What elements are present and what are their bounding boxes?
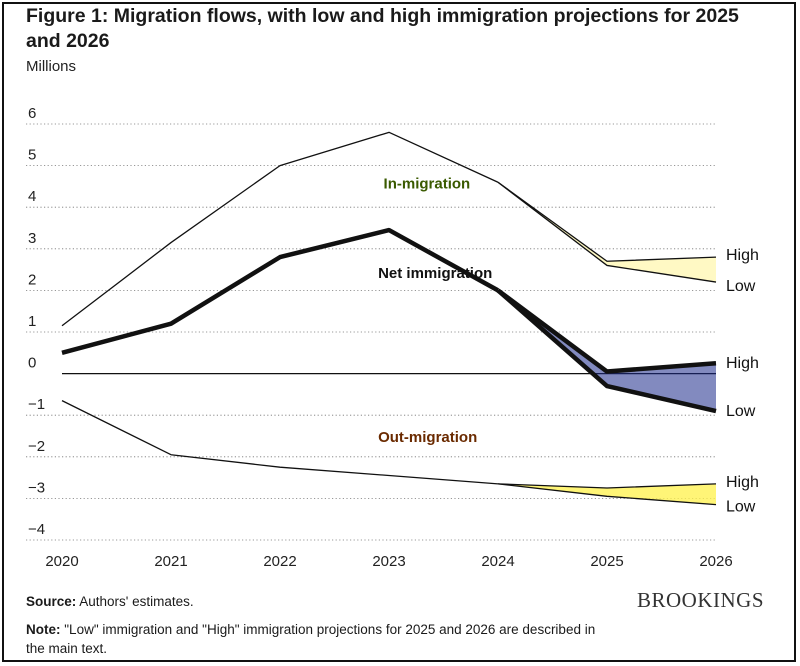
projection-end-label: High: [726, 474, 759, 491]
x-tick-label: 2020: [45, 553, 78, 570]
y-tick-label: 1: [28, 313, 36, 330]
projection-band: [498, 483, 716, 505]
projection-line-high: [497, 181, 717, 262]
series-line: [61, 400, 499, 485]
projection-end-label: Low: [726, 499, 756, 516]
source-text: Authors' estimates.: [79, 594, 194, 609]
y-unit-label: Millions: [26, 58, 77, 75]
grid-layer: [26, 123, 716, 541]
source-line: Source: Authors' estimates.: [26, 592, 194, 611]
y-tick-label: −1: [28, 396, 45, 413]
y-tick-label: −3: [28, 479, 45, 496]
y-tick-label: 6: [28, 105, 36, 122]
projection-line-low: [496, 288, 717, 414]
y-tick-label: 0: [28, 355, 36, 372]
y-tick-label: −2: [28, 438, 45, 455]
note-text: "Low" immigration and "High" immigration…: [26, 622, 596, 656]
y-tick-label: 3: [28, 230, 36, 247]
chart-labels: −4 −3 −2 −1 0 1 2 3 4 5 6 2020 2021 2022 2023 2024 2025 2…: [28, 105, 759, 570]
projection-line-low: [497, 181, 717, 283]
projection-band: [498, 290, 716, 412]
x-tick-label: 2022: [263, 553, 296, 570]
y-tick-label: 5: [28, 147, 36, 164]
projection-line-low: [497, 483, 717, 506]
y-tick-label: −4: [28, 521, 45, 538]
x-tick-label: 2025: [590, 553, 623, 570]
x-tick-label: 2023: [372, 553, 405, 570]
series-line: [61, 227, 500, 355]
projection-end-label: Low: [726, 403, 756, 420]
x-tick-label: 2021: [154, 553, 187, 570]
brookings-logo: BROOKINGS: [636, 588, 764, 612]
projection-end-label: High: [726, 355, 759, 372]
projection-end-label: High: [726, 247, 759, 264]
x-tick-label: 2026: [699, 553, 732, 570]
projection-line-high: [496, 288, 717, 374]
series-annotation: Net immigration: [378, 265, 492, 282]
series-annotation: Out-migration: [378, 429, 477, 446]
y-tick-label: 2: [28, 271, 36, 288]
series-annotation: In-migration: [384, 175, 471, 192]
note-label: Note:: [26, 622, 61, 637]
series-lines: [61, 131, 717, 506]
projection-band: [498, 182, 716, 283]
series-line: [61, 131, 499, 327]
projection-bands: [498, 182, 716, 505]
projection-line-high: [497, 483, 717, 489]
y-tick-label: 4: [28, 188, 36, 205]
chart-title: Figure 1: Migration flows, with low and …: [26, 5, 739, 52]
x-tick-label: 2024: [481, 553, 514, 570]
note-line: Note: "Low" immigration and "High" immig…: [26, 620, 596, 658]
projection-end-label: Low: [726, 278, 756, 295]
source-label: Source:: [26, 594, 77, 609]
